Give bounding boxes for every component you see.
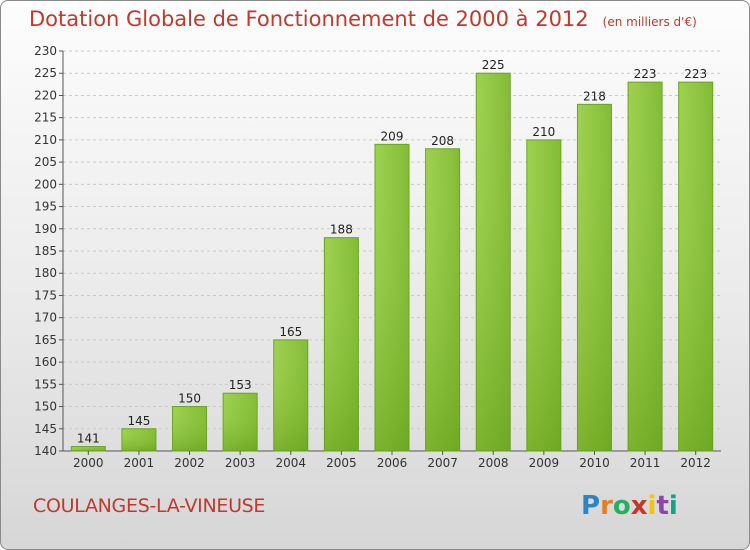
bar-value-label: 208 (431, 134, 454, 148)
bar-shade (121, 428, 156, 451)
y-tick-label: 195 (34, 200, 57, 214)
x-tick-label: 2009 (529, 456, 560, 470)
x-tick-label: 2000 (73, 456, 104, 470)
y-tick-label: 205 (34, 155, 57, 169)
bar-value-label: 218 (583, 89, 606, 103)
y-tick-label: 165 (34, 333, 57, 347)
bar-value-label: 153 (229, 378, 252, 392)
x-tick-label: 2006 (377, 456, 408, 470)
x-tick-label: 2005 (326, 456, 357, 470)
bars (70, 72, 714, 452)
x-tick-label: 2001 (124, 456, 155, 470)
bar-shade (172, 406, 207, 451)
chart-unit: (en milliers d'€) (602, 15, 697, 29)
y-tick-label: 175 (34, 288, 57, 302)
bar-value-label: 150 (178, 392, 201, 406)
bar-shade (425, 148, 460, 451)
bar-value-label: 210 (532, 125, 555, 139)
y-tick-label: 220 (34, 88, 57, 102)
bar-shade (71, 446, 106, 451)
bar-shade (375, 144, 409, 452)
chart-title: Dotation Globale de Fonctionnement de 20… (29, 7, 697, 31)
bar-shade (628, 82, 663, 451)
commune-name: COULANGES-LA-VINEUSE (33, 495, 266, 517)
x-tick-label: 2007 (427, 456, 458, 470)
x-tick-label: 2003 (225, 456, 256, 470)
y-tick-label: 185 (34, 244, 57, 258)
x-tick-label: 2010 (579, 456, 610, 470)
y-tick-label: 170 (34, 311, 57, 325)
bar-shade (273, 339, 308, 451)
bar-value-label: 188 (330, 223, 353, 237)
bar-shade (223, 393, 258, 451)
x-tick-label: 2008 (478, 456, 509, 470)
bar-value-label: 223 (684, 67, 707, 81)
y-tick-label: 155 (34, 377, 57, 391)
bar-shade (678, 82, 713, 451)
y-tick-label: 140 (34, 444, 57, 458)
y-tick-label: 190 (34, 222, 57, 236)
y-tick-label: 225 (34, 66, 57, 80)
y-tick-label: 180 (34, 266, 57, 280)
proxiti-logo: Proxiti (581, 491, 678, 521)
x-tick-label: 2011 (630, 456, 661, 470)
y-tick-label: 230 (34, 44, 57, 58)
y-tick-label: 215 (34, 111, 57, 125)
x-tick-label: 2012 (680, 456, 711, 470)
bar-shade (577, 104, 612, 451)
y-axis: 140 145 150 155 160 165 170 175 180 185 190 195 200 2… (34, 44, 721, 458)
bar-shade (324, 237, 359, 451)
x-axis-labels: 2000 2001 2002 2003 2004 2005 2006 2007 2008 2009… (73, 451, 711, 470)
chart-title-text: Dotation Globale de Fonctionnement de 20… (29, 7, 589, 31)
x-tick-label: 2004 (275, 456, 306, 470)
x-tick-label: 2002 (174, 456, 205, 470)
bar-value-label: 225 (482, 58, 505, 72)
bar-shade (476, 73, 511, 451)
bar-value-label: 209 (381, 129, 404, 143)
bar-value-label: 223 (634, 67, 657, 81)
bar-shade (526, 139, 561, 451)
bar-value-label: 141 (77, 432, 100, 446)
bar-value-label: 165 (279, 325, 302, 339)
bar-value-labels: 141 145 150 153 165 188 209 208 225 210 218 223 223 (77, 58, 707, 445)
y-tick-label: 145 (34, 422, 57, 436)
y-tick-label: 160 (34, 355, 57, 369)
y-tick-label: 150 (34, 400, 57, 414)
y-tick-label: 200 (34, 177, 57, 191)
y-tick-label: 210 (34, 133, 57, 147)
bar-value-label: 145 (127, 414, 150, 428)
